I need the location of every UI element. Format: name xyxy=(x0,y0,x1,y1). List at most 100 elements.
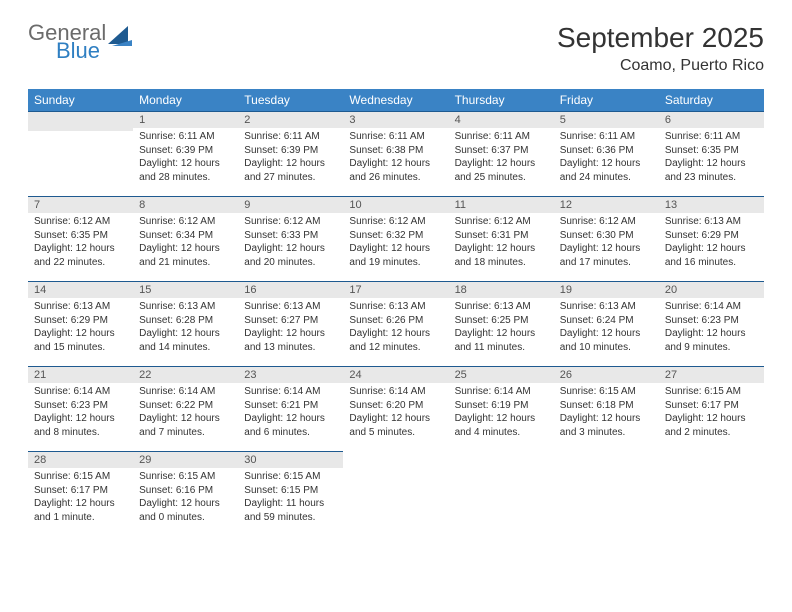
sunset-text: Sunset: 6:36 PM xyxy=(560,144,653,158)
calendar-cell: 11Sunrise: 6:12 AMSunset: 6:31 PMDayligh… xyxy=(449,197,554,282)
daylight-text: Daylight: 12 hours and 8 minutes. xyxy=(34,412,127,439)
daylight-text: Daylight: 12 hours and 9 minutes. xyxy=(665,327,758,354)
day-number: 6 xyxy=(659,112,764,128)
sunset-text: Sunset: 6:23 PM xyxy=(665,314,758,328)
calendar-cell: 3Sunrise: 6:11 AMSunset: 6:38 PMDaylight… xyxy=(343,112,448,197)
day-number: 23 xyxy=(238,367,343,383)
sunset-text: Sunset: 6:16 PM xyxy=(139,484,232,498)
title-block: September 2025 Coamo, Puerto Rico xyxy=(557,22,764,75)
day-details: Sunrise: 6:11 AMSunset: 6:35 PMDaylight:… xyxy=(659,128,764,188)
sunset-text: Sunset: 6:27 PM xyxy=(244,314,337,328)
day-details: Sunrise: 6:13 AMSunset: 6:27 PMDaylight:… xyxy=(238,298,343,358)
day-number: 30 xyxy=(238,452,343,468)
month-title: September 2025 xyxy=(557,22,764,54)
calendar-cell: 17Sunrise: 6:13 AMSunset: 6:26 PMDayligh… xyxy=(343,282,448,367)
day-number: 7 xyxy=(28,197,133,213)
sunrise-text: Sunrise: 6:13 AM xyxy=(665,215,758,229)
day-details: Sunrise: 6:13 AMSunset: 6:29 PMDaylight:… xyxy=(659,213,764,273)
calendar-cell: 6Sunrise: 6:11 AMSunset: 6:35 PMDaylight… xyxy=(659,112,764,197)
daylight-text: Daylight: 12 hours and 22 minutes. xyxy=(34,242,127,269)
sunrise-text: Sunrise: 6:11 AM xyxy=(139,130,232,144)
day-number: 16 xyxy=(238,282,343,298)
day-number-empty xyxy=(28,112,133,131)
calendar-cell: 10Sunrise: 6:12 AMSunset: 6:32 PMDayligh… xyxy=(343,197,448,282)
weekday-header: Tuesday xyxy=(238,89,343,112)
sunset-text: Sunset: 6:29 PM xyxy=(665,229,758,243)
calendar-cell: 14Sunrise: 6:13 AMSunset: 6:29 PMDayligh… xyxy=(28,282,133,367)
day-number: 2 xyxy=(238,112,343,128)
sunrise-text: Sunrise: 6:13 AM xyxy=(455,300,548,314)
day-number: 25 xyxy=(449,367,554,383)
day-number: 8 xyxy=(133,197,238,213)
daylight-text: Daylight: 12 hours and 14 minutes. xyxy=(139,327,232,354)
sunset-text: Sunset: 6:21 PM xyxy=(244,399,337,413)
calendar-cell: 12Sunrise: 6:12 AMSunset: 6:30 PMDayligh… xyxy=(554,197,659,282)
sunset-text: Sunset: 6:33 PM xyxy=(244,229,337,243)
calendar-cell: 7Sunrise: 6:12 AMSunset: 6:35 PMDaylight… xyxy=(28,197,133,282)
sunrise-text: Sunrise: 6:15 AM xyxy=(244,470,337,484)
sunrise-text: Sunrise: 6:13 AM xyxy=(349,300,442,314)
sunset-text: Sunset: 6:39 PM xyxy=(139,144,232,158)
daylight-text: Daylight: 12 hours and 24 minutes. xyxy=(560,157,653,184)
sunrise-text: Sunrise: 6:15 AM xyxy=(560,385,653,399)
daylight-text: Daylight: 12 hours and 20 minutes. xyxy=(244,242,337,269)
day-number: 5 xyxy=(554,112,659,128)
day-number: 9 xyxy=(238,197,343,213)
daylight-text: Daylight: 12 hours and 6 minutes. xyxy=(244,412,337,439)
sunset-text: Sunset: 6:22 PM xyxy=(139,399,232,413)
sunset-text: Sunset: 6:37 PM xyxy=(455,144,548,158)
daylight-text: Daylight: 12 hours and 7 minutes. xyxy=(139,412,232,439)
day-details: Sunrise: 6:12 AMSunset: 6:32 PMDaylight:… xyxy=(343,213,448,273)
calendar-cell: 29Sunrise: 6:15 AMSunset: 6:16 PMDayligh… xyxy=(133,452,238,537)
sunset-text: Sunset: 6:20 PM xyxy=(349,399,442,413)
daylight-text: Daylight: 12 hours and 1 minute. xyxy=(34,497,127,524)
calendar-week-row: 28Sunrise: 6:15 AMSunset: 6:17 PMDayligh… xyxy=(28,452,764,537)
calendar-week-row: 7Sunrise: 6:12 AMSunset: 6:35 PMDaylight… xyxy=(28,197,764,282)
sunset-text: Sunset: 6:29 PM xyxy=(34,314,127,328)
day-details: Sunrise: 6:11 AMSunset: 6:36 PMDaylight:… xyxy=(554,128,659,188)
day-number: 27 xyxy=(659,367,764,383)
daylight-text: Daylight: 12 hours and 10 minutes. xyxy=(560,327,653,354)
day-details: Sunrise: 6:15 AMSunset: 6:16 PMDaylight:… xyxy=(133,468,238,528)
sunrise-text: Sunrise: 6:11 AM xyxy=(349,130,442,144)
sunrise-text: Sunrise: 6:14 AM xyxy=(665,300,758,314)
day-number: 17 xyxy=(343,282,448,298)
sunrise-text: Sunrise: 6:11 AM xyxy=(244,130,337,144)
day-number: 29 xyxy=(133,452,238,468)
day-number: 19 xyxy=(554,282,659,298)
day-details: Sunrise: 6:15 AMSunset: 6:18 PMDaylight:… xyxy=(554,383,659,443)
daylight-text: Daylight: 12 hours and 5 minutes. xyxy=(349,412,442,439)
daylight-text: Daylight: 12 hours and 23 minutes. xyxy=(665,157,758,184)
weekday-header: Thursday xyxy=(449,89,554,112)
daylight-text: Daylight: 12 hours and 12 minutes. xyxy=(349,327,442,354)
daylight-text: Daylight: 11 hours and 59 minutes. xyxy=(244,497,337,524)
sunset-text: Sunset: 6:19 PM xyxy=(455,399,548,413)
day-number: 15 xyxy=(133,282,238,298)
day-details: Sunrise: 6:13 AMSunset: 6:26 PMDaylight:… xyxy=(343,298,448,358)
weekday-header: Monday xyxy=(133,89,238,112)
daylight-text: Daylight: 12 hours and 13 minutes. xyxy=(244,327,337,354)
calendar-cell xyxy=(659,452,764,537)
sunrise-text: Sunrise: 6:12 AM xyxy=(560,215,653,229)
sunrise-text: Sunrise: 6:13 AM xyxy=(560,300,653,314)
calendar-cell: 20Sunrise: 6:14 AMSunset: 6:23 PMDayligh… xyxy=(659,282,764,367)
calendar-table: Sunday Monday Tuesday Wednesday Thursday… xyxy=(28,89,764,536)
sunset-text: Sunset: 6:38 PM xyxy=(349,144,442,158)
day-number: 11 xyxy=(449,197,554,213)
sunset-text: Sunset: 6:35 PM xyxy=(665,144,758,158)
sunrise-text: Sunrise: 6:11 AM xyxy=(455,130,548,144)
calendar-cell: 4Sunrise: 6:11 AMSunset: 6:37 PMDaylight… xyxy=(449,112,554,197)
daylight-text: Daylight: 12 hours and 26 minutes. xyxy=(349,157,442,184)
logo-sail-icon xyxy=(108,26,134,48)
calendar-week-row: 21Sunrise: 6:14 AMSunset: 6:23 PMDayligh… xyxy=(28,367,764,452)
daylight-text: Daylight: 12 hours and 3 minutes. xyxy=(560,412,653,439)
calendar-cell: 1Sunrise: 6:11 AMSunset: 6:39 PMDaylight… xyxy=(133,112,238,197)
day-number: 26 xyxy=(554,367,659,383)
day-number: 4 xyxy=(449,112,554,128)
day-details: Sunrise: 6:13 AMSunset: 6:28 PMDaylight:… xyxy=(133,298,238,358)
weekday-header: Sunday xyxy=(28,89,133,112)
sunrise-text: Sunrise: 6:13 AM xyxy=(34,300,127,314)
weekday-header: Wednesday xyxy=(343,89,448,112)
sunset-text: Sunset: 6:39 PM xyxy=(244,144,337,158)
day-details: Sunrise: 6:12 AMSunset: 6:35 PMDaylight:… xyxy=(28,213,133,273)
